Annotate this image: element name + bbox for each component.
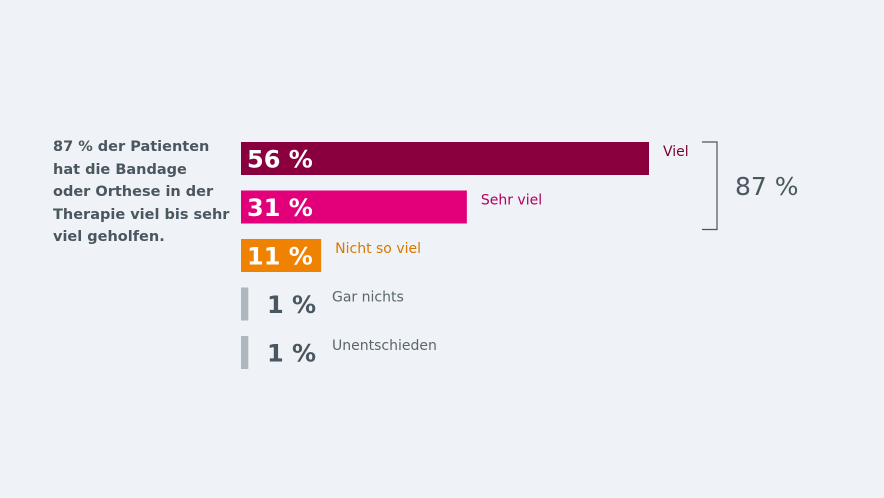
bar [241, 239, 322, 272]
category-label: Viel [663, 144, 689, 160]
bar [241, 142, 649, 175]
bar-value-label: 56 % [247, 146, 313, 174]
description-line: oder Orthese in der [53, 184, 214, 200]
description-line: 87 % der Patienten [53, 139, 210, 155]
bar-value-label: 1 % [267, 340, 316, 368]
category-label: Sehr viel [481, 193, 542, 209]
bar [241, 190, 467, 224]
bar-value-label: 1 % [267, 291, 316, 319]
category-label: Unentschieden [332, 338, 437, 354]
description-line: viel geholfen. [53, 229, 165, 245]
description-line: hat die Bandage [53, 161, 187, 178]
category-label: Gar nichts [332, 290, 404, 306]
bar [241, 336, 249, 369]
bar-value-label: 11 % [247, 243, 313, 271]
bracket-line [702, 141, 718, 231]
bracket-total-label: 87 % [735, 172, 799, 201]
bar-value-label: 31 % [247, 194, 313, 222]
category-label: Nicht so viel [335, 241, 421, 257]
description-line: Therapie viel bis sehr [53, 206, 230, 223]
description-text: 87 % der Patienten hat die Bandage oder … [53, 136, 230, 249]
bar [241, 287, 249, 321]
